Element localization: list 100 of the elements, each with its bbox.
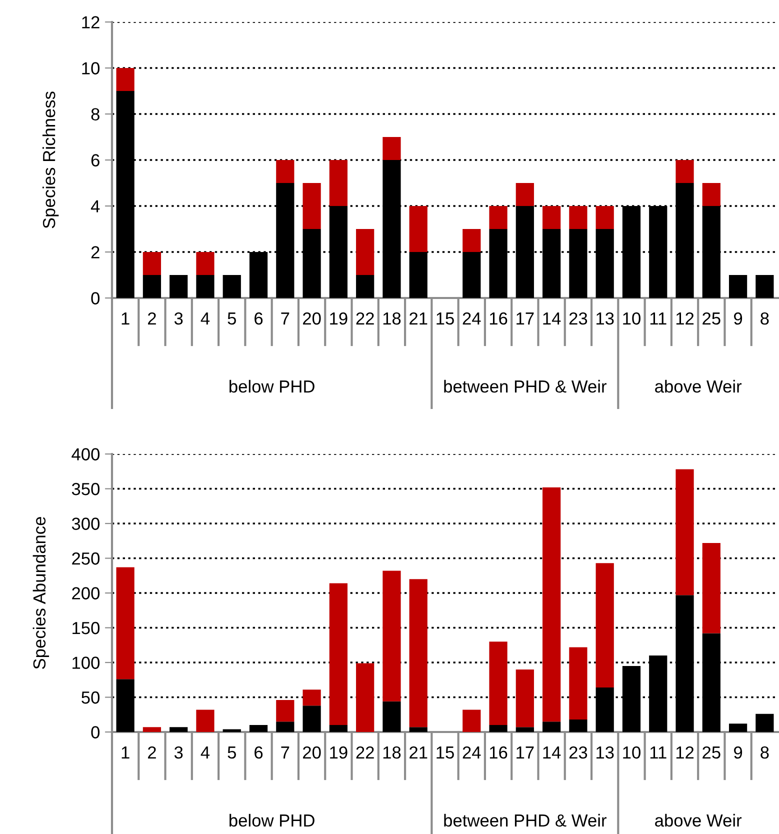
x-tick-label: 22 [356, 746, 374, 758]
bar [542, 487, 561, 722]
bar [196, 710, 214, 732]
text: above Weir [655, 380, 742, 393]
x-tick-label: 16 [490, 746, 508, 759]
bar [409, 579, 428, 728]
y-tick-label: 50 [82, 691, 100, 704]
bar [116, 567, 134, 680]
bar [569, 206, 588, 229]
bar [756, 275, 774, 298]
bar [142, 275, 162, 298]
y-tick-label: 2 [91, 246, 100, 258]
x-tick-label: 8 [760, 312, 769, 325]
x-tick-label: 6 [254, 312, 263, 325]
bar [569, 719, 588, 732]
bar [302, 690, 321, 706]
x-tick-label: 25 [702, 746, 720, 759]
bar [142, 727, 162, 732]
x-tick-label: 15 [436, 312, 454, 325]
bar [222, 275, 241, 298]
x-tick-label: 18 [383, 746, 401, 759]
bar [329, 160, 348, 206]
x-tick-label: 23 [569, 746, 588, 759]
y-tick-label: 350 [72, 482, 100, 496]
bar [516, 669, 534, 728]
y-tick-label: 400 [72, 448, 100, 460]
bar [116, 68, 134, 91]
x-tick-label: 14 [543, 312, 561, 324]
x-tick-label: 19 [330, 746, 348, 759]
bar [356, 275, 374, 298]
bar [542, 722, 561, 732]
bar [489, 206, 508, 229]
bar [462, 229, 481, 252]
x-tick-label: 10 [623, 746, 640, 759]
bar [676, 469, 694, 596]
bar [142, 252, 162, 275]
bar [516, 183, 534, 206]
x-tick-label: 3 [174, 746, 183, 759]
x-tick-label: 1 [122, 746, 130, 758]
x-tick-label: 15 [436, 746, 454, 759]
bar [596, 206, 614, 229]
x-tick-label: 4 [200, 312, 210, 324]
x-tick-label: 17 [516, 312, 534, 324]
bar [276, 722, 294, 732]
bar [302, 706, 321, 732]
x-tick-label: 13 [596, 746, 614, 759]
x-tick-label: 16 [490, 312, 508, 325]
y-tick-label: 250 [72, 552, 100, 565]
bar [676, 183, 694, 298]
bar [489, 725, 508, 732]
bar [516, 727, 534, 732]
x-tick-label: 22 [356, 312, 374, 324]
text: above Weir [655, 814, 742, 827]
x-tick-label: 17 [516, 746, 534, 758]
y-tick-label: 8 [91, 108, 100, 120]
bar [329, 583, 348, 726]
y-tick-label: 150 [72, 622, 100, 634]
x-tick-label: 25 [702, 312, 720, 325]
bar [676, 595, 694, 732]
bar [170, 727, 188, 732]
bar [569, 647, 588, 720]
x-tick-label: 23 [569, 312, 588, 325]
y-tick-label: 10 [82, 62, 100, 74]
x-tick-label: 10 [623, 312, 640, 325]
x-tick-label: 11 [650, 312, 666, 324]
y-tick-label: 6 [91, 154, 100, 166]
x-tick-label: 14 [543, 746, 561, 758]
bar [170, 275, 188, 298]
bar [409, 727, 428, 732]
x-tick-label: 12 [676, 746, 694, 758]
bar [728, 724, 748, 732]
bar [409, 206, 428, 252]
x-tick-label: 18 [383, 312, 401, 325]
bar [356, 663, 374, 732]
text: between PHD & Weir [444, 380, 606, 393]
x-tick-label: 21 [410, 312, 428, 324]
y-axis-title: Species Richness [42, 92, 59, 228]
bar [462, 710, 481, 732]
x-tick-label: 8 [760, 746, 769, 759]
bar [382, 160, 401, 298]
bar [676, 160, 694, 183]
y-tick-label: 0 [91, 292, 100, 304]
x-tick-label: 9 [734, 746, 742, 759]
y-axis-title: Species Abundance [32, 517, 50, 669]
bar [276, 700, 294, 722]
y-tick-label: 4 [90, 200, 100, 212]
bar [302, 183, 321, 229]
x-tick-label: 7 [281, 746, 290, 758]
bar [702, 183, 720, 206]
x-tick-label: 11 [650, 746, 666, 758]
bar [196, 252, 214, 275]
x-tick-label: 3 [174, 312, 183, 325]
x-tick-label: 24 [462, 312, 481, 324]
text: below PHD [230, 380, 314, 393]
x-tick-label: 20 [303, 312, 321, 325]
text: between PHD & Weir [444, 814, 606, 827]
y-tick-label: 100 [72, 656, 100, 669]
bar [702, 542, 720, 634]
x-tick-label: 1 [122, 312, 130, 324]
x-tick-label: 2 [148, 312, 156, 324]
